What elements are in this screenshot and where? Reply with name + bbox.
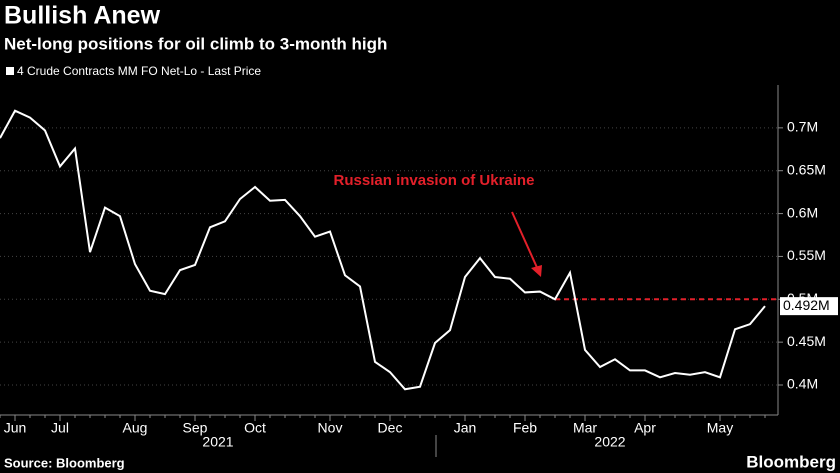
chart-title: Bullish Anew <box>4 2 161 30</box>
x-tick-label: Jul <box>51 420 69 436</box>
y-tick-label: 0.4M <box>787 376 818 392</box>
x-tick-label: Apr <box>634 420 656 436</box>
x-tick-label: Feb <box>513 420 537 436</box>
source: Source: Bloomberg <box>4 455 125 470</box>
y-tick-label: 0.45M <box>787 333 826 349</box>
annotation-arrow <box>511 211 540 273</box>
x-tick-label: May <box>707 420 733 436</box>
x-tick-label: Jan <box>454 420 477 436</box>
x-tick-label: Nov <box>318 420 343 436</box>
x-tick-label: Jun <box>4 420 27 436</box>
legend-label: 4 Crude Contracts MM FO Net-Lo - Last Pr… <box>17 64 261 78</box>
x-tick-label: Mar <box>573 420 597 436</box>
x-tick-label: Sep <box>183 420 208 436</box>
y-tick-label: 0.6M <box>787 204 818 220</box>
x-tick-label: Oct <box>244 420 266 436</box>
year-label: 2021 <box>202 434 233 450</box>
y-tick-label: 0.7M <box>787 119 818 135</box>
value-label-box <box>780 297 838 316</box>
annotation: Russian invasion of Ukraine <box>334 172 535 189</box>
y-tick-label: 0.65M <box>787 161 826 177</box>
x-tick-label: Dec <box>378 420 403 436</box>
x-tick-label: Aug <box>123 420 148 436</box>
value-label: 0.492M <box>783 297 830 313</box>
chart-subtitle: Net-long positions for oil climb to 3-mo… <box>4 34 387 53</box>
line <box>0 109 766 391</box>
y-tick-label: 0.55M <box>787 247 826 263</box>
year-label: 2022 <box>594 434 625 450</box>
legend-swatch <box>6 67 14 75</box>
annotation-arrowhead <box>531 265 542 277</box>
brand: Bloomberg <box>746 452 836 471</box>
